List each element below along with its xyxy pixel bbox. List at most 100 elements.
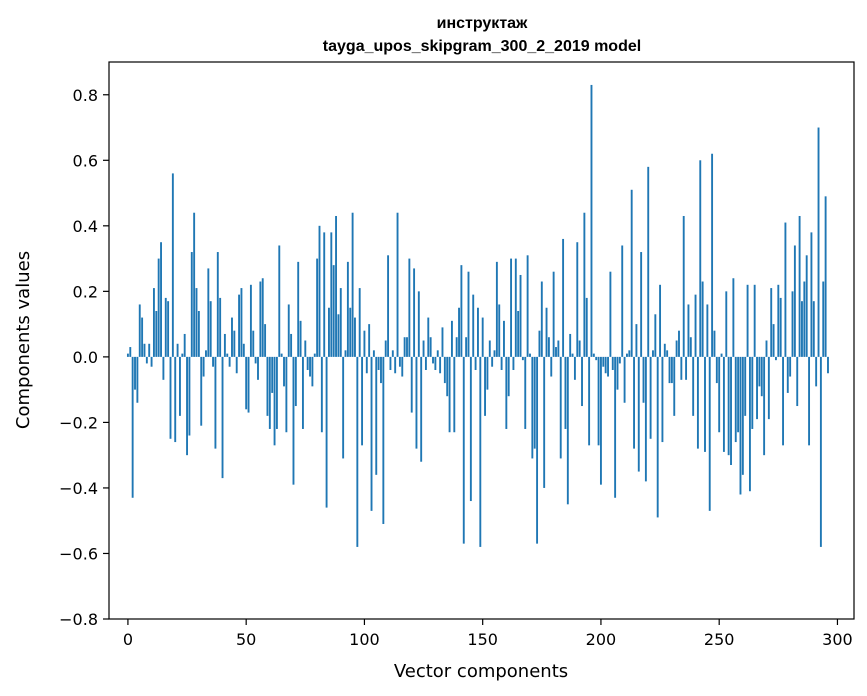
bar: [152, 288, 155, 357]
bar: [503, 320, 505, 357]
bar: [607, 356, 609, 377]
bar: [578, 340, 581, 357]
bar: [410, 356, 413, 413]
bar: [810, 232, 813, 357]
bar: [661, 356, 664, 443]
bar: [171, 173, 174, 357]
bar: [346, 261, 349, 357]
bar: [711, 153, 714, 357]
bar: [469, 356, 472, 502]
bar: [500, 356, 503, 370]
bar: [278, 245, 281, 357]
bar: [687, 304, 690, 357]
bar: [273, 356, 276, 446]
bar: [590, 84, 593, 357]
bar: [495, 261, 498, 357]
bar: [488, 340, 491, 357]
bar: [791, 291, 794, 357]
bar: [786, 356, 789, 393]
bar: [715, 356, 718, 384]
bar: [242, 343, 245, 357]
bar: [793, 245, 796, 357]
bar: [545, 307, 548, 357]
bar: [732, 278, 735, 357]
bar: [190, 252, 193, 357]
bar: [238, 294, 241, 357]
bar: [701, 281, 704, 357]
bar: [174, 356, 177, 443]
bar: [713, 330, 716, 357]
bar: [581, 356, 583, 407]
bar: [472, 294, 475, 357]
bar: [358, 288, 361, 357]
bar: [465, 337, 468, 357]
bar: [737, 356, 740, 433]
bar: [514, 258, 517, 357]
bar: [819, 356, 822, 547]
bar: [699, 160, 702, 357]
bar: [772, 324, 775, 357]
bar: [555, 347, 557, 357]
bar: [666, 350, 669, 357]
bar: [335, 215, 337, 357]
x-tick-label: 300: [822, 630, 853, 649]
bar: [323, 232, 326, 357]
bar: [143, 343, 146, 357]
bar: [652, 350, 654, 357]
bar: [301, 356, 304, 429]
bar: [708, 356, 711, 511]
bar: [424, 356, 427, 370]
bar: [280, 353, 283, 357]
bar: [479, 356, 482, 547]
bar: [822, 281, 825, 357]
bar: [720, 353, 723, 357]
bar: [188, 356, 191, 436]
y-tick-label: 0.0: [73, 348, 98, 367]
bar: [767, 356, 770, 420]
bar: [486, 356, 489, 390]
bar: [131, 356, 134, 498]
bar: [183, 333, 186, 357]
bar: [283, 356, 285, 387]
bar: [356, 356, 359, 547]
bar: [216, 252, 219, 357]
bar: [342, 356, 345, 459]
bar: [815, 356, 818, 387]
bar: [644, 356, 647, 482]
bar: [339, 288, 342, 357]
bar: [233, 330, 236, 357]
bar: [680, 356, 683, 380]
bar: [292, 356, 295, 485]
bar: [169, 356, 172, 439]
bar: [803, 281, 806, 357]
bar: [604, 356, 607, 374]
bar: [779, 297, 782, 357]
bar: [311, 356, 314, 387]
bar: [576, 242, 579, 357]
bar: [462, 356, 465, 544]
bar: [595, 356, 598, 361]
y-tick-label: −0.8: [59, 610, 98, 629]
bar: [126, 353, 129, 357]
bar: [642, 356, 645, 403]
bar: [453, 356, 456, 433]
bar: [599, 356, 602, 485]
bar: [630, 189, 633, 357]
bar: [524, 356, 527, 429]
bar: [727, 356, 730, 456]
bar: [332, 265, 335, 357]
bar: [223, 333, 226, 357]
bar: [394, 356, 397, 374]
bar: [275, 356, 278, 429]
bar: [205, 350, 207, 357]
x-tick-label: 0: [123, 630, 133, 649]
bar: [391, 350, 394, 357]
bar: [254, 356, 257, 364]
bar: [129, 347, 132, 357]
bar: [659, 284, 662, 357]
y-tick-label: 0.4: [73, 217, 98, 236]
bar: [349, 307, 352, 357]
bar: [609, 271, 612, 357]
bar: [765, 340, 768, 357]
bar: [801, 301, 803, 357]
